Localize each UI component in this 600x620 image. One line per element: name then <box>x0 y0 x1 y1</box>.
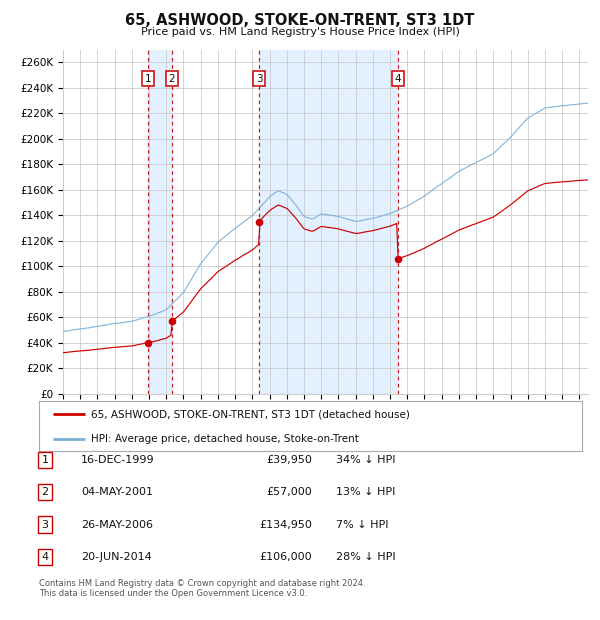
Text: 65, ASHWOOD, STOKE-ON-TRENT, ST3 1DT: 65, ASHWOOD, STOKE-ON-TRENT, ST3 1DT <box>125 13 475 29</box>
Text: £39,950: £39,950 <box>266 455 312 465</box>
Bar <box>259 50 398 394</box>
Text: 3: 3 <box>256 74 263 84</box>
Text: 2: 2 <box>169 74 175 84</box>
Bar <box>148 50 172 394</box>
Text: 04-MAY-2001: 04-MAY-2001 <box>81 487 153 497</box>
Text: £106,000: £106,000 <box>259 552 312 562</box>
Text: 28% ↓ HPI: 28% ↓ HPI <box>336 552 395 562</box>
Text: 16-DEC-1999: 16-DEC-1999 <box>81 455 155 465</box>
Text: 4: 4 <box>395 74 401 84</box>
Text: 20-JUN-2014: 20-JUN-2014 <box>81 552 152 562</box>
Text: HPI: Average price, detached house, Stoke-on-Trent: HPI: Average price, detached house, Stok… <box>91 433 358 444</box>
Text: 1: 1 <box>145 74 152 84</box>
Text: Contains HM Land Registry data © Crown copyright and database right 2024.: Contains HM Land Registry data © Crown c… <box>39 578 365 588</box>
Text: 65, ASHWOOD, STOKE-ON-TRENT, ST3 1DT (detached house): 65, ASHWOOD, STOKE-ON-TRENT, ST3 1DT (de… <box>91 409 409 419</box>
Text: 2: 2 <box>41 487 49 497</box>
Text: 4: 4 <box>41 552 49 562</box>
Text: Price paid vs. HM Land Registry's House Price Index (HPI): Price paid vs. HM Land Registry's House … <box>140 27 460 37</box>
Text: 3: 3 <box>41 520 49 529</box>
Text: 7% ↓ HPI: 7% ↓ HPI <box>336 520 389 529</box>
Text: 34% ↓ HPI: 34% ↓ HPI <box>336 455 395 465</box>
Text: £57,000: £57,000 <box>266 487 312 497</box>
Text: This data is licensed under the Open Government Licence v3.0.: This data is licensed under the Open Gov… <box>39 588 307 598</box>
Text: £134,950: £134,950 <box>259 520 312 529</box>
Text: 13% ↓ HPI: 13% ↓ HPI <box>336 487 395 497</box>
Text: 1: 1 <box>41 455 49 465</box>
Text: 26-MAY-2006: 26-MAY-2006 <box>81 520 153 529</box>
